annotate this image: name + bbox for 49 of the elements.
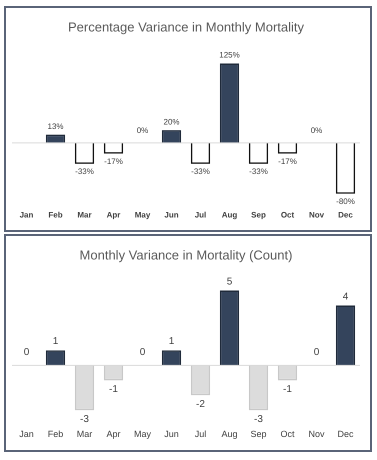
data-label: -2	[196, 399, 206, 410]
chart-title: Percentage Variance in Monthly Mortality	[68, 19, 305, 34]
chart-title: Monthly Variance in Mortality (Count)	[80, 247, 292, 262]
x-tick-label: Jul	[194, 210, 206, 220]
data-label: -1	[109, 384, 118, 396]
data-label: 1	[168, 336, 175, 348]
data-label: 1	[52, 336, 59, 348]
x-tick-label: Jun	[164, 429, 179, 440]
data-label: -33%	[191, 167, 210, 176]
data-label: 0%	[310, 126, 322, 136]
x-tick-label: Feb	[48, 429, 64, 440]
data-label: 0%	[136, 126, 148, 136]
x-tick-label: Oct	[280, 429, 295, 440]
x-tick-label: Mar	[76, 429, 92, 440]
x-tick-label: May	[134, 429, 152, 440]
data-label: 0	[140, 347, 146, 358]
data-label: -3	[254, 414, 264, 425]
data-label: 0	[24, 347, 30, 358]
data-label: -17%	[104, 156, 123, 166]
x-tick-label: Nov	[308, 210, 325, 220]
data-label: -80%	[336, 196, 355, 206]
x-tick-label: Nov	[308, 429, 325, 440]
x-tick-label: Dec	[337, 429, 354, 440]
x-tick-label: Apr	[106, 429, 121, 440]
x-tick-label: Dec	[338, 210, 354, 220]
data-label: -33%	[249, 167, 268, 176]
data-label: 0	[314, 347, 320, 358]
x-tick-label: May	[134, 210, 151, 220]
data-label: -17%	[278, 156, 297, 166]
x-tick-label: Sep	[251, 210, 266, 220]
x-tick-label: Jan	[19, 429, 34, 440]
x-tick-label: Jun	[164, 210, 179, 220]
data-label: -1	[283, 384, 292, 396]
data-label: 125%	[219, 50, 240, 60]
data-label: 13%	[47, 122, 64, 131]
x-tick-label: Sep	[250, 429, 267, 440]
x-tick-label: Mar	[77, 210, 92, 220]
x-tick-label: Aug	[221, 429, 238, 440]
x-tick-label: Aug	[222, 210, 238, 220]
data-label: 5	[226, 276, 233, 288]
x-tick-label: Jul	[194, 429, 206, 440]
x-tick-label: Feb	[48, 210, 63, 220]
x-tick-label: Apr	[106, 210, 120, 220]
data-label: -3	[80, 414, 90, 425]
data-label: 20%	[163, 117, 180, 126]
data-label: 4	[342, 291, 349, 302]
x-tick-label: Jan	[20, 210, 34, 220]
data-label: -33%	[75, 167, 94, 176]
x-tick-label: Oct	[280, 210, 294, 220]
